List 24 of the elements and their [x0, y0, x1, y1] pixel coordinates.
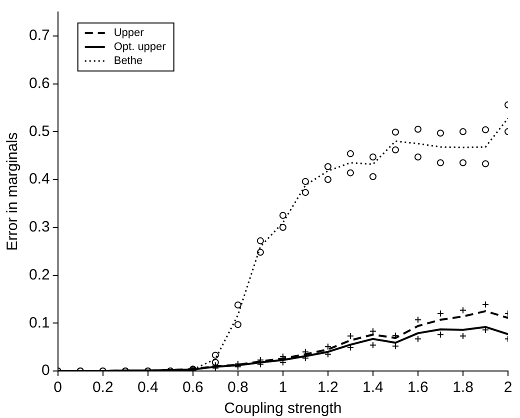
x-tick-label: 0.4 [137, 379, 158, 396]
x-tick-label: 1.4 [362, 379, 384, 396]
y-tick-label: 0.4 [28, 170, 50, 188]
y-tick-label: 0.5 [28, 122, 50, 140]
legend-label: Bethe [114, 55, 143, 68]
x-tick-label: 2 [504, 379, 512, 396]
legend-label: Opt. upper [114, 41, 166, 54]
legend-label: Upper [114, 27, 144, 40]
x-tick-label: 0.8 [227, 379, 248, 396]
y-tick-label: 0.1 [28, 314, 50, 332]
y-tick-label: 0.7 [28, 27, 50, 44]
y-tick-label: 0.2 [28, 266, 50, 284]
y-axis-title: Error in marginals [4, 132, 22, 251]
x-tick-label: 1.8 [452, 379, 474, 396]
y-tick-label: 0.3 [28, 218, 50, 236]
y-tick-label: 0 [42, 362, 50, 380]
x-tick-label: 1.2 [318, 379, 338, 396]
x-tick-label: 0 [54, 379, 62, 396]
x-tick-label: 0.6 [182, 379, 204, 396]
x-tick-label: 1 [278, 379, 288, 396]
y-tick-label: 0.6 [28, 74, 50, 92]
x-tick-label: 0.2 [92, 379, 114, 396]
x-axis-title: Coupling strength [224, 400, 342, 418]
x-tick-label: 1.6 [408, 379, 428, 396]
